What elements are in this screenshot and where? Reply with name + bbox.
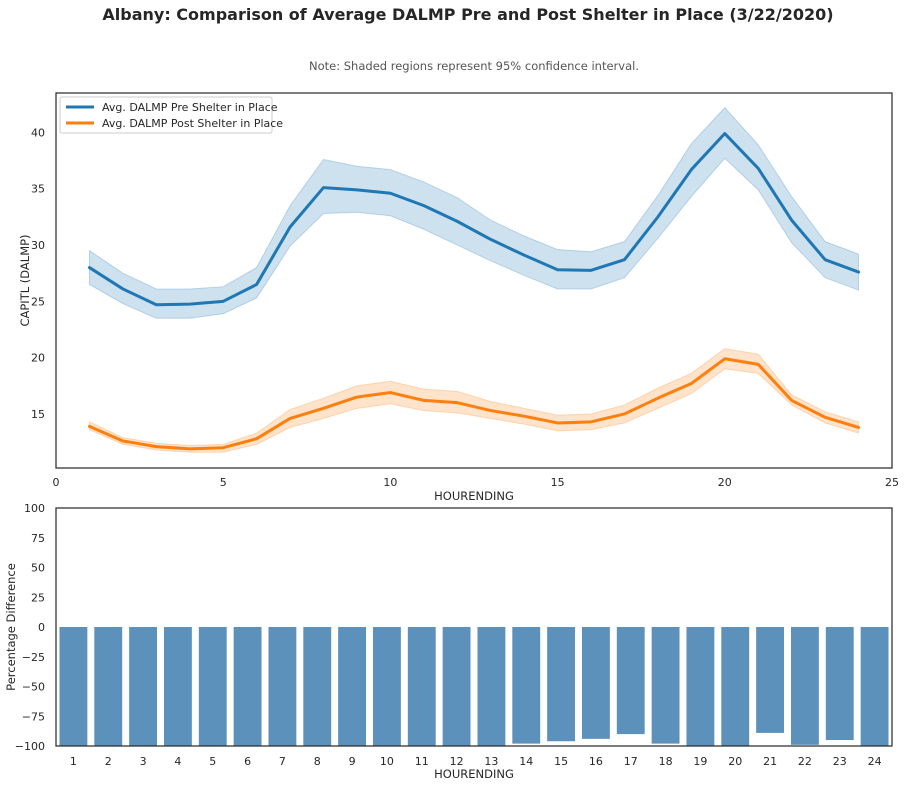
chart-subtitle: Note: Shaded regions represent 95% confi… — [309, 59, 639, 73]
x-tick-label: 10 — [380, 755, 394, 768]
x-tick-label: 8 — [314, 755, 321, 768]
x-tick-label: 4 — [174, 755, 181, 768]
x-axis-label: HOURENDING — [434, 767, 514, 781]
bar — [338, 627, 367, 746]
bar — [233, 627, 262, 746]
x-tick-label: 7 — [279, 755, 286, 768]
x-tick-label: 23 — [833, 755, 847, 768]
bar — [860, 627, 889, 746]
x-tick-label: 5 — [209, 755, 216, 768]
series-line-1 — [87, 132, 861, 307]
y-tick-label: 50 — [31, 562, 45, 575]
bar — [512, 627, 541, 744]
bar — [268, 627, 297, 746]
bar — [129, 627, 158, 746]
x-tick-label: 20 — [718, 476, 732, 489]
x-tick-label: 17 — [624, 755, 638, 768]
y-tick-label: −75 — [22, 710, 45, 723]
confidence-band-1 — [88, 106, 860, 319]
series-line-2 — [87, 357, 861, 451]
x-tick-label: 6 — [244, 755, 251, 768]
x-tick-label: 2 — [105, 755, 112, 768]
bar — [721, 627, 750, 746]
x-tick-label: 0 — [53, 476, 60, 489]
bar — [756, 627, 785, 733]
legend-box — [59, 96, 273, 134]
bar — [651, 627, 680, 744]
bar — [407, 627, 436, 746]
y-tick-label: 40 — [31, 126, 45, 139]
chart-title: Albany: Comparison of Average DALMP Pre … — [102, 5, 833, 24]
x-tick-label: 1 — [70, 755, 77, 768]
x-tick-label: 20 — [728, 755, 742, 768]
bar — [477, 627, 506, 746]
legend-label: Avg. DALMP Post Shelter in Place — [102, 117, 283, 130]
bar — [616, 627, 645, 735]
x-tick-label: 9 — [349, 755, 356, 768]
y-tick-label: 75 — [31, 532, 45, 545]
x-tick-label: 3 — [140, 755, 147, 768]
y-axis-label: Percentage Difference — [4, 563, 18, 691]
bar — [59, 627, 88, 746]
x-tick-label: 19 — [693, 755, 707, 768]
bar — [825, 627, 854, 741]
bar — [442, 627, 471, 746]
bar — [547, 627, 576, 742]
y-tick-label: 100 — [24, 502, 45, 515]
plot-frame — [55, 92, 893, 469]
y-tick-label: 20 — [31, 352, 45, 365]
x-tick-label: 18 — [659, 755, 673, 768]
y-tick-label: 25 — [31, 295, 45, 308]
x-tick-label: 10 — [383, 476, 397, 489]
x-tick-label: 22 — [798, 755, 812, 768]
y-axis-label: CAPITL (DALMP) — [18, 234, 32, 326]
bar — [581, 627, 610, 739]
x-axis-label: HOURENDING — [434, 489, 514, 503]
x-tick-label: 5 — [220, 476, 227, 489]
x-tick-label: 25 — [885, 476, 899, 489]
plot-frame — [55, 507, 893, 747]
bar — [303, 627, 332, 746]
y-tick-label: −50 — [22, 681, 45, 694]
bar — [163, 627, 192, 746]
bar — [790, 627, 819, 745]
y-tick-label: 35 — [31, 183, 45, 196]
y-tick-label: −100 — [15, 740, 45, 753]
y-tick-label: 15 — [31, 408, 45, 421]
y-tick-label: 25 — [31, 591, 45, 604]
x-tick-label: 21 — [763, 755, 777, 768]
legend: Avg. DALMP Pre Shelter in Place Avg. DALM… — [59, 96, 283, 134]
bar — [198, 627, 227, 746]
bar — [372, 627, 401, 746]
x-tick-label: 14 — [519, 755, 533, 768]
bar — [686, 627, 715, 746]
line-chart-panel: 0 5 10 15 20 25 15 20 25 30 35 40 HOURENDING CAPITL (… — [18, 92, 899, 503]
x-tick-label: 11 — [415, 755, 429, 768]
bar-chart-panel: 1 2 3 4 5 6 7 8 9 10 11 12 13 14 15 16 17 18 19 20 21 22 23 24−… — [4, 502, 893, 781]
y-tick-label: 30 — [31, 239, 45, 252]
y-tick-label: −25 — [22, 651, 45, 664]
y-tick-label: 0 — [38, 621, 45, 634]
x-tick-label: 15 — [554, 755, 568, 768]
x-tick-label: 12 — [450, 755, 464, 768]
x-tick-label: 16 — [589, 755, 603, 768]
x-tick-label: 24 — [868, 755, 882, 768]
bar — [94, 627, 123, 746]
confidence-band-2 — [88, 348, 860, 453]
x-tick-label: 13 — [484, 755, 498, 768]
x-tick-label: 15 — [551, 476, 565, 489]
legend-label: Avg. DALMP Pre Shelter in Place — [102, 101, 278, 114]
